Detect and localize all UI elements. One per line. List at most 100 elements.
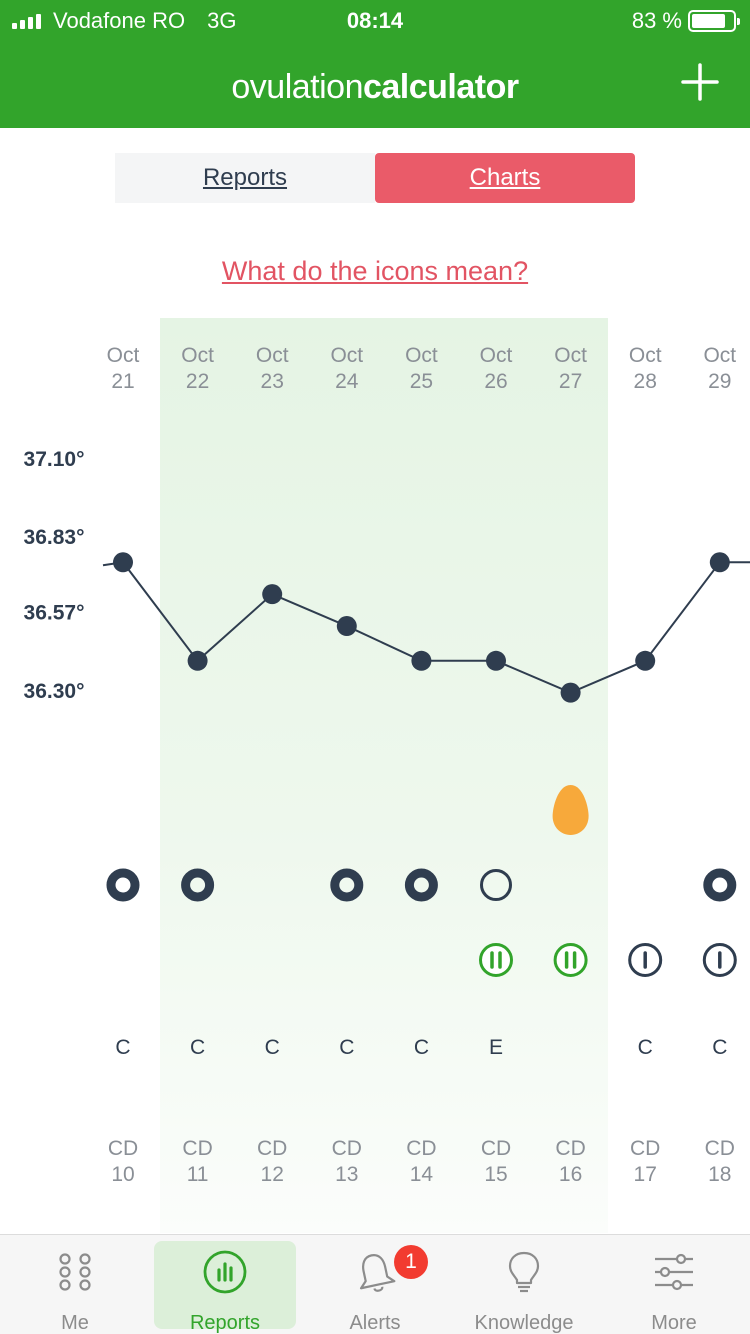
tab-label: Alerts [349,1312,401,1334]
date-month-label: Oct [181,344,214,367]
intercourse-double-icon [553,943,588,977]
network-type: 3G [207,8,237,33]
temperature-point [187,650,208,671]
mucus-label: E [489,1036,503,1059]
y-tick-label: 36.30° [24,680,85,703]
mucus-label: C [339,1036,354,1059]
cycle-day-prefix: CD [182,1137,212,1160]
cycle-day-number: 12 [261,1163,284,1186]
cycle-day-prefix: CD [108,1137,138,1160]
mucus-label: C [115,1036,130,1059]
tab-alerts[interactable]: 1 Alerts [304,1241,446,1334]
tab-knowledge[interactable]: Knowledge [453,1241,595,1334]
battery-icon [688,10,740,32]
date-month-label: Oct [107,344,140,367]
temperature-point [113,552,133,573]
app-logo: ovulationcalculator [0,68,750,107]
bar-chart-icon [203,1250,247,1294]
cycle-day-number: 10 [111,1163,134,1186]
temperature-point [560,682,581,703]
temperature-point [262,584,283,605]
temperature-chart: 37.10° 36.83° 36.57° 36.30° Oct 21 C CD 10 Oct 22 C… [0,318,750,1233]
sliders-icon [655,1253,693,1291]
cycle-day-number: 14 [410,1163,434,1186]
cycle-day-number: 18 [708,1163,731,1186]
cycle-day-number: 17 [634,1163,657,1186]
tab-reports-nav[interactable]: Reports [154,1241,296,1334]
cycle-day-prefix: CD [406,1137,436,1160]
mucus-label: C [265,1036,280,1059]
date-month-label: Oct [554,344,587,367]
y-tick-label: 36.83° [24,526,85,549]
tab-reports[interactable]: Reports [115,153,375,203]
temperature-point [336,616,357,637]
tab-label: Reports [189,1312,261,1334]
date-day-label: 28 [634,370,657,393]
grid-dots-icon [59,1253,91,1291]
tab-label: More [651,1312,697,1334]
period-marker-icon [106,868,140,902]
nav-bar: ovulationcalculator [0,40,750,128]
mucus-label: C [638,1036,653,1059]
date-month-label: Oct [256,344,289,367]
temperature-point [709,552,730,573]
chart-canvas: 37.10° 36.83° 36.57° 36.30° Oct 21 C CD 10 Oct 22 C… [24,344,750,1186]
status-time: 08:14 [346,8,404,33]
view-switcher: Reports Charts [115,153,635,203]
cycle-day-prefix: CD [705,1137,735,1160]
date-day-label: 21 [111,370,134,393]
date-month-label: Oct [480,344,513,367]
mucus-label: C [712,1036,727,1059]
date-month-label: Oct [330,344,363,367]
battery-percent: 83 % [631,8,682,33]
cycle-day-prefix: CD [481,1137,511,1160]
temperature-point [411,650,432,671]
cycle-day-prefix: CD [257,1137,287,1160]
mucus-label: C [190,1036,205,1059]
temperature-point [635,650,656,671]
cycle-day-number: 15 [484,1163,507,1186]
date-month-label: Oct [629,344,662,367]
logo-light-text: ovulation [231,68,363,106]
cycle-day-prefix: CD [555,1137,585,1160]
tab-bar: Me Reports 1 Alerts Knowledge [0,1234,750,1334]
signal-icon [12,13,41,29]
lightbulb-icon [508,1251,540,1293]
date-day-label: 23 [261,370,284,393]
fertile-window-highlight [160,318,608,1233]
date-day-label: 29 [708,370,731,393]
tab-label: Knowledge [474,1312,574,1334]
period-marker-icon [181,868,215,902]
cycle-day-number: 11 [187,1163,209,1186]
intercourse-double-icon [479,943,513,977]
date-day-label: 27 [559,370,582,393]
icons-help-link[interactable]: What do the icons mean? [221,256,529,286]
alerts-badge: 1 [394,1245,428,1279]
temperature-series-line [122,561,721,694]
cycle-day-prefix: CD [332,1137,362,1160]
cycle-day-number: 13 [335,1163,358,1186]
date-day-label: 24 [335,370,359,393]
status-bar: Vodafone RO 3G 08:14 83 % [0,0,750,40]
tab-me[interactable]: Me [4,1241,146,1334]
tab-more[interactable]: More [603,1241,745,1334]
date-month-label: Oct [703,344,736,367]
tab-charts[interactable]: Charts [375,153,635,203]
tab-label: Me [61,1312,89,1334]
plus-icon[interactable] [680,62,720,102]
date-day-label: 25 [410,370,433,393]
date-day-label: 26 [484,370,507,393]
date-month-label: Oct [405,344,438,367]
ovulation-egg-icon [552,785,589,835]
mucus-label: C [414,1036,429,1059]
spotting-marker-icon [480,869,512,901]
bell-icon [359,1254,396,1292]
logo-bold-text: calculator [362,68,519,106]
period-marker-icon [404,868,438,902]
y-tick-label: 37.10° [24,448,85,471]
carrier-name: Vodafone RO [53,8,186,33]
cycle-day-prefix: CD [630,1137,660,1160]
period-marker-icon [330,868,364,902]
temperature-point [486,650,506,671]
date-day-label: 22 [186,370,209,393]
